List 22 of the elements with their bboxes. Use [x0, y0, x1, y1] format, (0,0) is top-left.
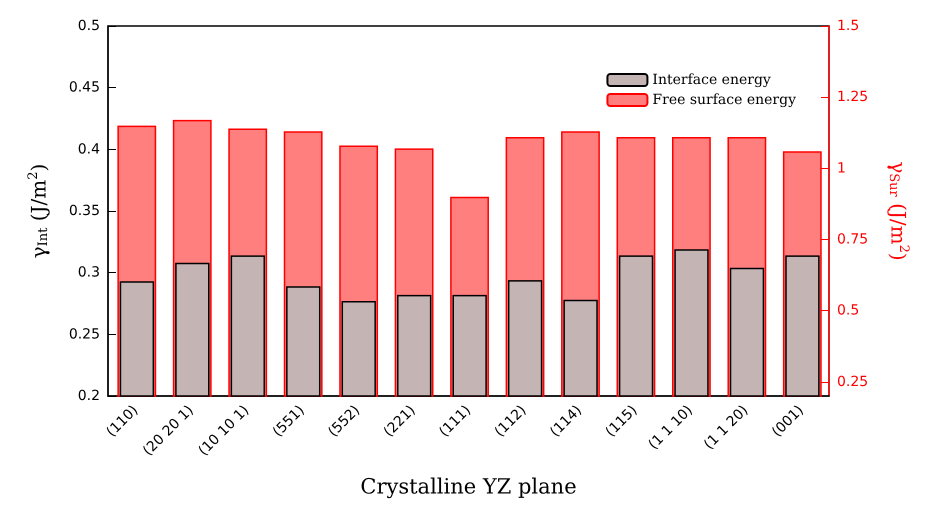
x-axis-title: Crystalline YZ plane — [360, 474, 577, 498]
x-tick-label: (20 20 1) — [140, 402, 197, 460]
y2-tick-label: 1.5 — [837, 18, 860, 34]
y2-tick-label: 1.25 — [837, 89, 868, 106]
y-tick-label: 0.25 — [68, 326, 100, 342]
y-tick-label: 0.2 — [78, 388, 100, 404]
legend-label: Free surface energy — [652, 92, 796, 108]
x-tick-label: (1 1 20) — [700, 402, 752, 453]
y2-tick-label: 0.25 — [837, 374, 868, 390]
legend-label: Interface energy — [652, 72, 771, 88]
x-tick-label: (1 1 10) — [646, 402, 696, 453]
y2-tick-label: 1 — [837, 160, 846, 176]
y-tick-label: 0.4 — [78, 141, 100, 158]
y2-tick-label: 0.5 — [837, 302, 860, 319]
y2-axis-title: γSur (J/m2) — [886, 161, 911, 261]
y-tick-label: 0.35 — [68, 203, 100, 219]
y-tick-label: 0.45 — [68, 80, 100, 96]
y-tick-label: 0.5 — [78, 18, 100, 34]
y-axis-title: γInt (J/m2) — [26, 164, 51, 258]
x-tick-label: (10 10 1) — [196, 402, 252, 460]
y-tick-label: 0.3 — [78, 264, 100, 281]
y2-tick-label: 0.75 — [837, 231, 868, 248]
